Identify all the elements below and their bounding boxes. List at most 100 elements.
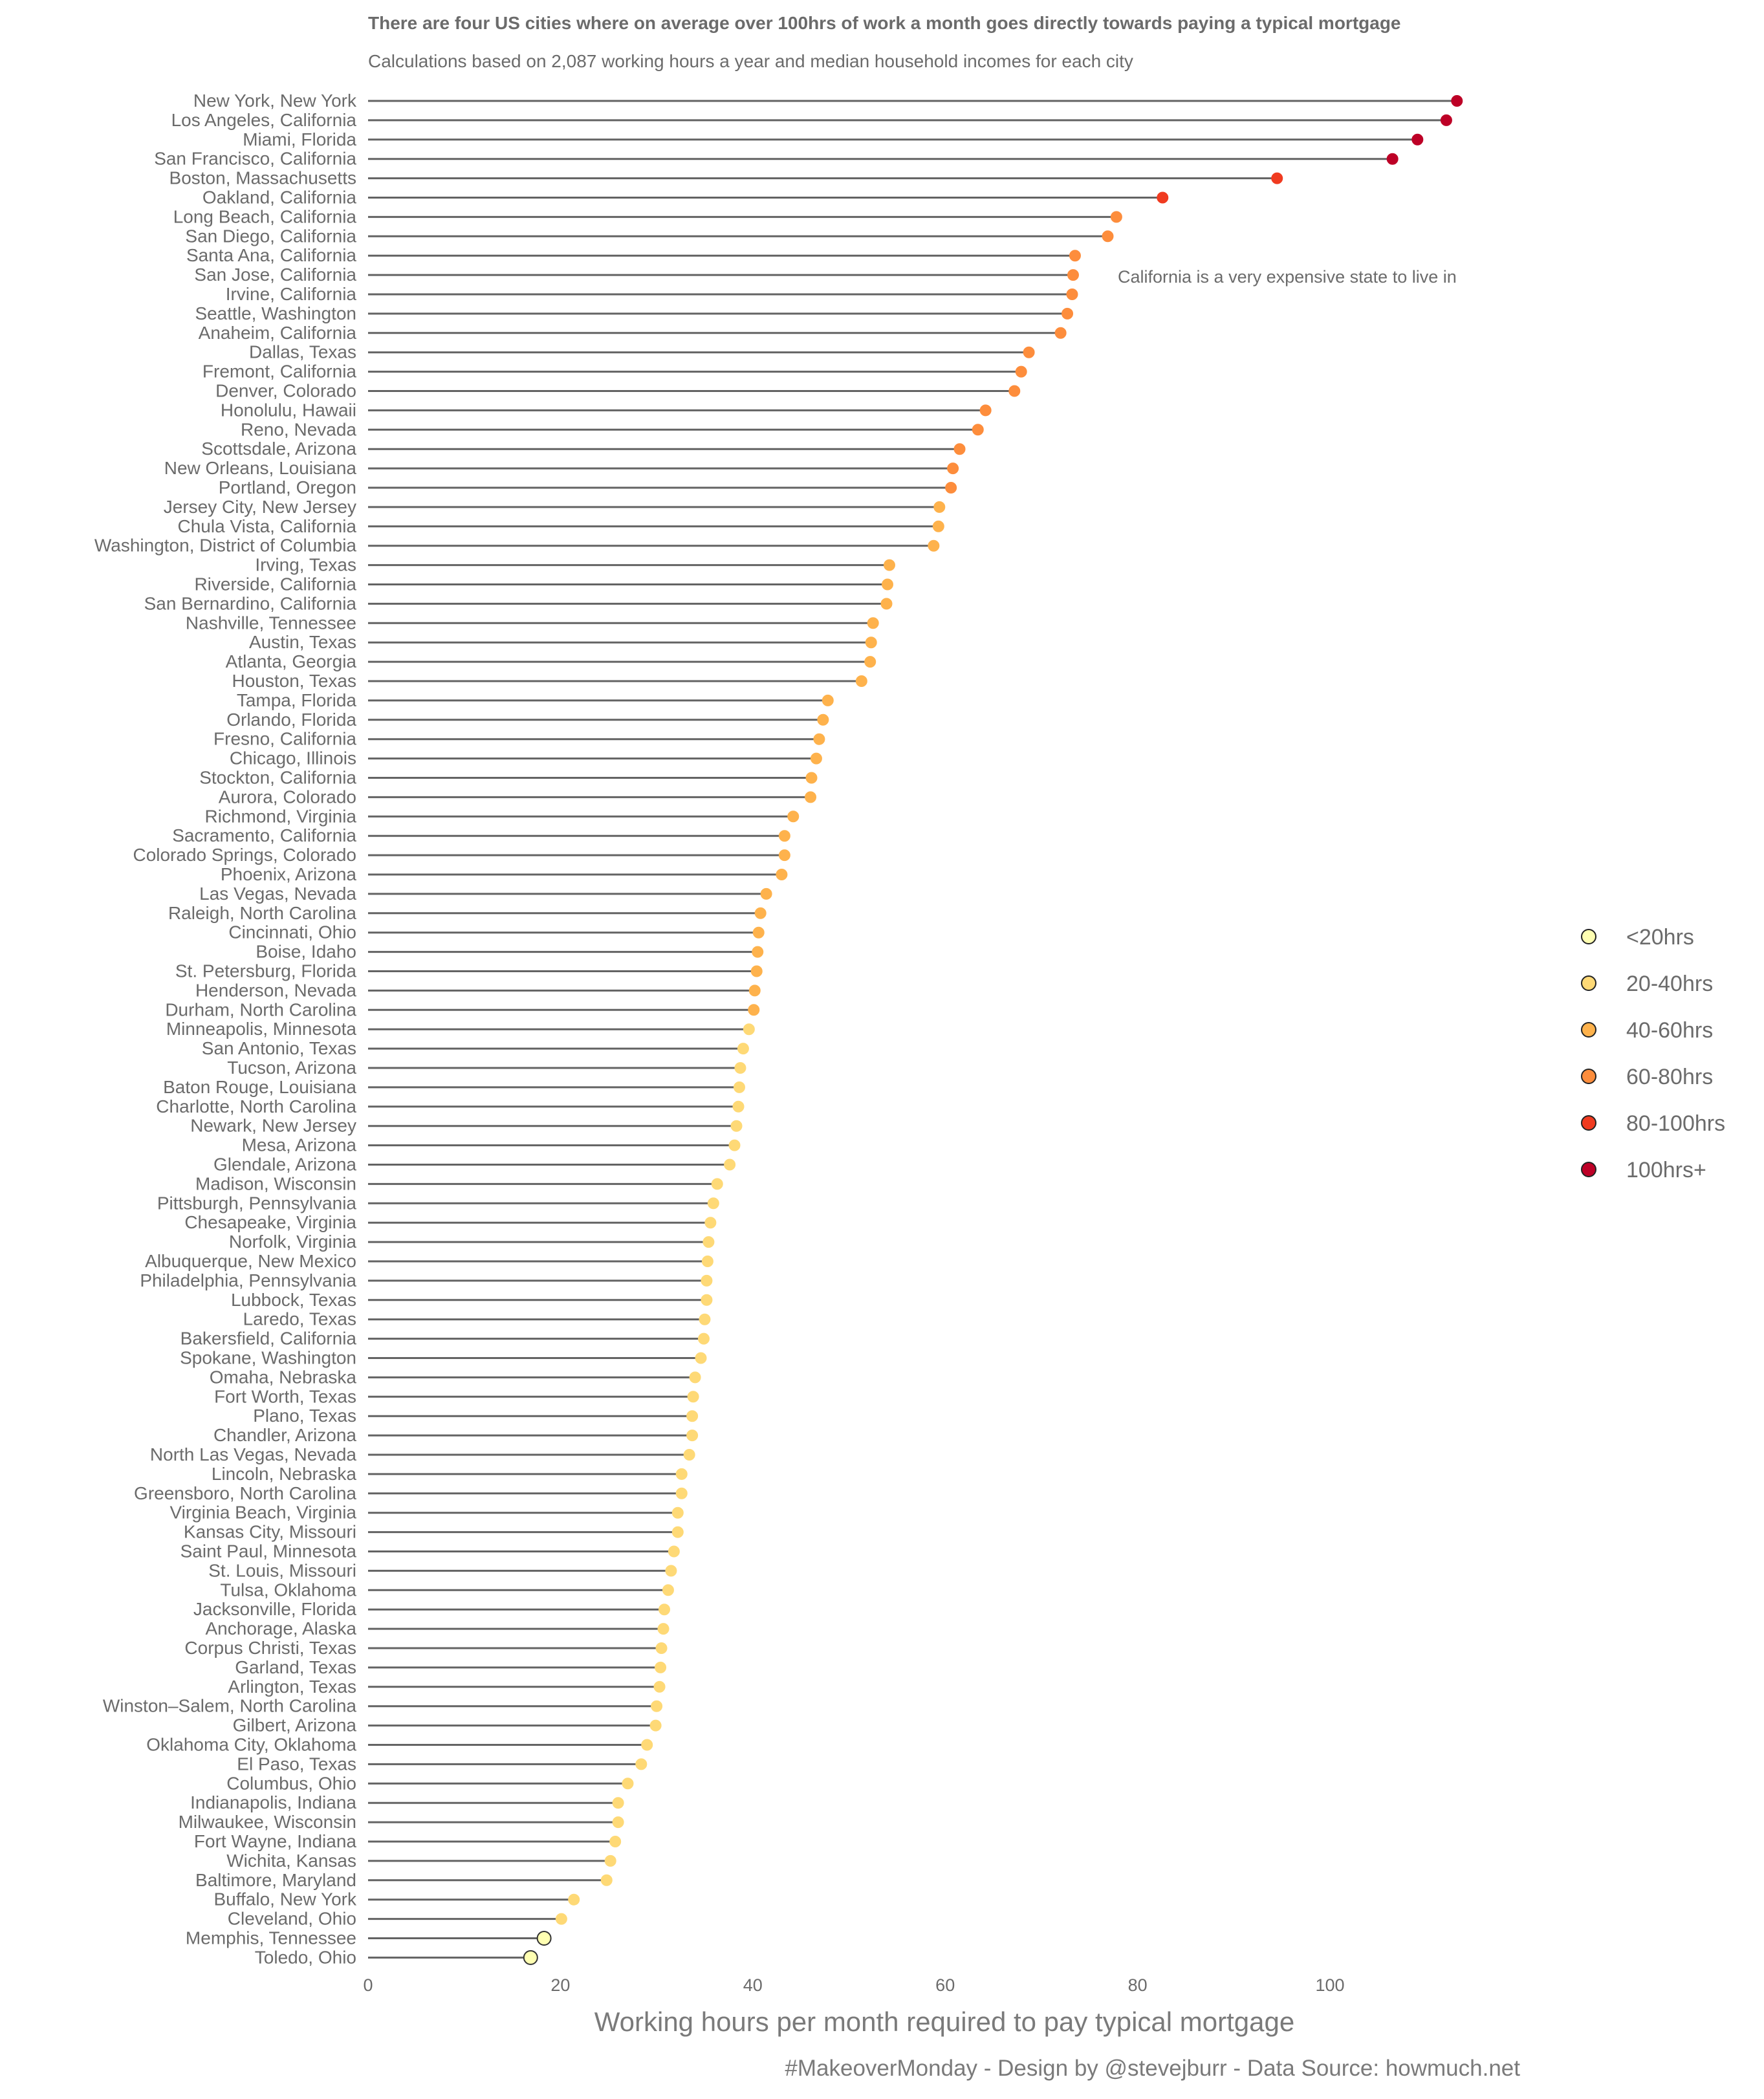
- data-point: [1451, 95, 1463, 107]
- data-point: [822, 694, 834, 706]
- city-label: Garland, Texas: [235, 1657, 356, 1677]
- city-label: Virginia Beach, Virginia: [170, 1503, 357, 1523]
- data-point: [953, 443, 966, 455]
- city-label: Winston–Salem, North Carolina: [103, 1696, 357, 1716]
- data-point: [622, 1778, 634, 1790]
- chart-annotation: California is a very expensive state to …: [1118, 267, 1457, 287]
- city-label: Austin, Texas: [249, 632, 356, 652]
- city-label: Laredo, Texas: [243, 1309, 356, 1329]
- city-label: Saint Paul, Minnesota: [180, 1541, 357, 1561]
- city-label: North Las Vegas, Nevada: [150, 1444, 357, 1464]
- city-label: Boston, Massachusetts: [169, 168, 356, 188]
- city-label: Arlington, Texas: [228, 1677, 356, 1697]
- city-label: Cleveland, Ohio: [228, 1909, 356, 1929]
- data-point: [979, 404, 992, 417]
- city-label: Chandler, Arizona: [213, 1425, 356, 1445]
- data-point: [754, 907, 767, 919]
- city-label: Riverside, California: [194, 574, 356, 594]
- data-point: [760, 887, 772, 900]
- data-point: [787, 810, 800, 823]
- legend-label: 40-60hrs: [1626, 1018, 1713, 1043]
- data-point: [657, 1623, 670, 1635]
- data-point: [683, 1449, 695, 1461]
- data-point: [1015, 365, 1027, 378]
- city-label: Anaheim, California: [199, 323, 357, 343]
- city-label: Spokane, Washington: [180, 1348, 356, 1368]
- city-label: Orlando, Florida: [226, 710, 356, 730]
- data-point: [658, 1604, 670, 1616]
- city-label: Reno, Nevada: [241, 419, 356, 439]
- city-label: Miami, Florida: [243, 129, 356, 149]
- legend-label: 20-40hrs: [1626, 972, 1713, 996]
- city-label: Kansas City, Missouri: [184, 1522, 356, 1542]
- city-label: St. Petersburg, Florida: [175, 961, 357, 981]
- x-tick-label: 0: [363, 1975, 373, 1995]
- data-point: [728, 1139, 741, 1151]
- legend-label: 60-80hrs: [1626, 1065, 1713, 1089]
- city-label: Plano, Texas: [253, 1406, 356, 1426]
- data-point: [972, 424, 984, 436]
- data-point: [651, 1700, 663, 1712]
- city-label: Philadelphia, Pennsylvania: [140, 1270, 356, 1290]
- legend-label: <20hrs: [1626, 925, 1694, 950]
- data-point: [653, 1680, 666, 1693]
- chart-subtitle: Calculations based on 2,087 working hour…: [368, 51, 1133, 71]
- city-label: Chula Vista, California: [177, 516, 356, 536]
- city-label: Dallas, Texas: [249, 342, 356, 362]
- city-label: Wichita, Kansas: [226, 1851, 356, 1871]
- data-point: [805, 791, 817, 803]
- data-point: [776, 869, 788, 880]
- data-point: [880, 598, 893, 610]
- data-point: [1008, 385, 1021, 397]
- city-label: Tampa, Florida: [237, 690, 357, 710]
- data-point: [701, 1294, 713, 1306]
- city-label: Gilbert, Arizona: [233, 1715, 357, 1735]
- data-point: [805, 772, 818, 784]
- city-label: Aurora, Colorado: [219, 787, 356, 807]
- city-label: Sacramento, California: [172, 825, 356, 845]
- data-point: [609, 1836, 622, 1847]
- city-label: Boise, Idaho: [256, 942, 356, 962]
- data-point: [883, 559, 895, 571]
- x-tick-label: 100: [1315, 1975, 1344, 1995]
- legend-swatch: [1581, 1115, 1596, 1131]
- data-point: [1023, 346, 1035, 358]
- data-point: [881, 578, 893, 591]
- data-point: [1062, 307, 1074, 320]
- data-point: [675, 1468, 688, 1480]
- chart-caption: #MakeoverMonday - Design by @stevejburr …: [785, 2056, 1520, 2081]
- data-point: [675, 1487, 688, 1499]
- data-point: [686, 1430, 699, 1442]
- data-point: [928, 539, 940, 552]
- data-point: [750, 965, 763, 977]
- data-point: [752, 946, 764, 958]
- x-axis-ticks: 0 20 40 60 80 100: [363, 1975, 1344, 1995]
- data-point: [568, 1893, 580, 1906]
- city-label: Corpus Christi, Texas: [184, 1638, 356, 1658]
- city-label: Jacksonville, Florida: [193, 1599, 357, 1619]
- data-point: [1110, 211, 1122, 223]
- data-point: [1069, 250, 1081, 262]
- city-label: Mesa, Arizona: [242, 1135, 357, 1155]
- city-label: Anchorage, Alaska: [206, 1618, 357, 1638]
- data-point: [707, 1197, 719, 1210]
- data-point: [730, 1120, 743, 1132]
- city-label: Irvine, California: [226, 284, 357, 304]
- data-point: [732, 1100, 745, 1113]
- data-point: [1066, 288, 1078, 300]
- city-label: Seattle, Washington: [195, 303, 356, 323]
- data-point: [864, 656, 877, 668]
- data-point: [1102, 230, 1114, 243]
- x-tick-label: 80: [1128, 1975, 1148, 1995]
- city-label: Toledo, Ohio: [255, 1947, 356, 1967]
- city-label: San Antonio, Texas: [202, 1038, 356, 1058]
- city-label: Bakersfield, California: [180, 1329, 357, 1349]
- x-tick-label: 40: [743, 1975, 763, 1995]
- city-label: San Jose, California: [194, 265, 356, 285]
- data-point: [699, 1313, 711, 1325]
- city-label: San Bernardino, California: [144, 593, 357, 613]
- data-point: [695, 1352, 707, 1364]
- data-point: [704, 1217, 717, 1229]
- city-label: New York, New York: [193, 91, 357, 111]
- city-label: Oakland, California: [202, 188, 357, 208]
